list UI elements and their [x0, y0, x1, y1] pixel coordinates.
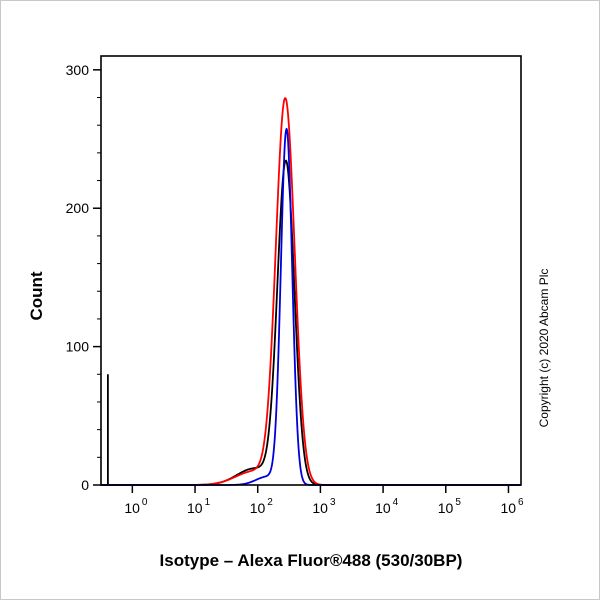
x-tick-label: 10 3 — [312, 497, 336, 516]
x-tick-label: 10 4 — [375, 497, 399, 516]
plot-frame — [100, 55, 522, 486]
x-tick-label: 10 6 — [500, 497, 524, 516]
blue-histogram-curve — [100, 127, 522, 486]
x-axis-title: Isotype – Alexa Fluor®488 (530/30BP) — [159, 551, 463, 570]
x-tick-label: 10 2 — [250, 497, 274, 516]
copyright-text: Copyright (c) 2020 Abcam Plc — [537, 268, 551, 428]
y-tick-label: 200 — [66, 200, 90, 216]
x-tick-label: 10 1 — [187, 497, 211, 516]
red-histogram-curve — [100, 97, 522, 486]
black-histogram-curve — [100, 159, 522, 486]
y-tick-label: 300 — [66, 62, 90, 78]
y-tick-label: 0 — [81, 477, 89, 493]
y-tick-label: 100 — [66, 339, 90, 355]
y-axis-title: Count — [27, 271, 46, 321]
x-tick-label: 10 0 — [124, 497, 148, 516]
x-tick-label: 10 5 — [438, 497, 462, 516]
